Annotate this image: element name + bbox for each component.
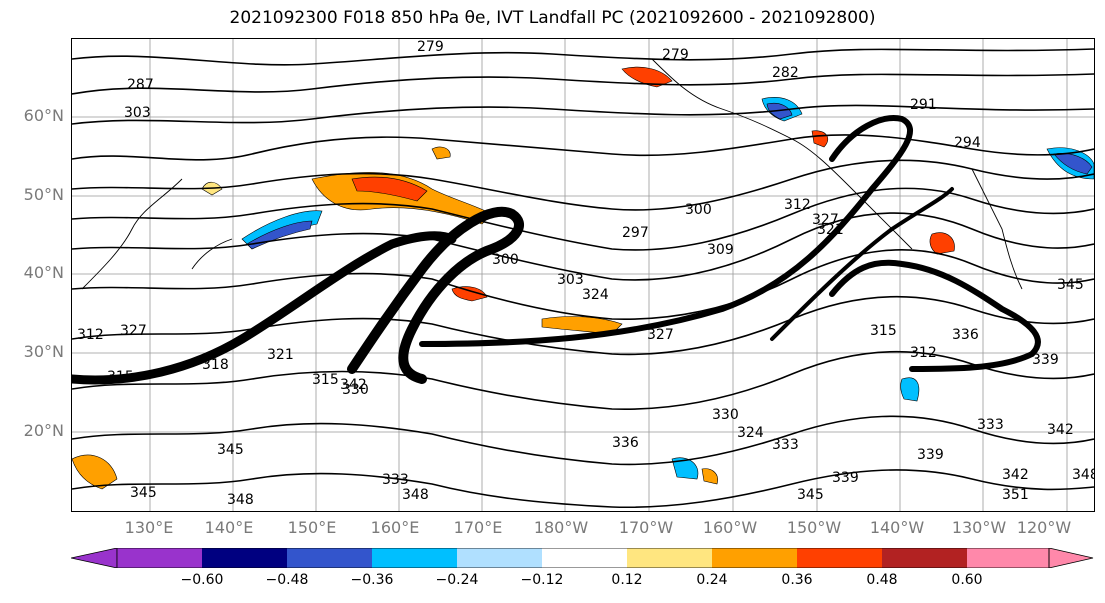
- lat-label-40n: 40°N: [23, 263, 64, 282]
- contour-label: 345: [797, 487, 824, 503]
- contour-label: 351: [1002, 487, 1029, 503]
- anomaly-shading: [72, 66, 1094, 490]
- colorbar: [70, 547, 1095, 572]
- colorbar-tick: 0.36: [781, 572, 813, 588]
- contour-label: 312: [77, 327, 104, 343]
- contour-label: 333: [977, 417, 1004, 433]
- colorbar-segment: [202, 548, 287, 568]
- contour-label: 303: [124, 105, 151, 121]
- lat-label-30n: 30°N: [23, 342, 64, 361]
- contour-label: 300: [685, 202, 712, 218]
- colorbar-tick: 0.48: [866, 572, 898, 588]
- colorbar-segment: [712, 548, 797, 568]
- colorbar-tick: −0.60: [180, 572, 224, 588]
- ivt-bands: [72, 115, 1041, 385]
- map-panel: 279 279 282 291 294 303 287 297 300 300 …: [71, 38, 1095, 512]
- contour-label: 327: [120, 323, 147, 339]
- contour-label: 324: [737, 425, 764, 441]
- contour-label: 309: [707, 242, 734, 258]
- colorbar-high-extension: [1048, 547, 1094, 569]
- contour-label: 312: [910, 345, 937, 361]
- colorbar-segment: [287, 548, 372, 568]
- colorbar-tick: −0.12: [520, 572, 564, 588]
- contour-label: 312: [784, 197, 811, 213]
- contour-label: 345: [217, 442, 244, 458]
- contour-label: 327: [812, 212, 839, 228]
- contour-label: 315: [870, 323, 897, 339]
- colorbar-segment: [117, 548, 202, 568]
- lon-label-150e: 150°E: [287, 518, 337, 537]
- contour-label: 333: [382, 472, 409, 488]
- lon-label-180w: 180°W: [533, 518, 589, 537]
- contour-label: 348: [227, 492, 254, 508]
- contour-label: 342: [1002, 467, 1029, 483]
- contour-label: 324: [582, 287, 609, 303]
- colorbar-tick: −0.48: [265, 572, 309, 588]
- contour-label: 339: [1032, 352, 1059, 368]
- lon-label-120w: 120°W: [1016, 518, 1072, 537]
- contour-label: 348: [1072, 467, 1094, 483]
- contour-label: 336: [612, 435, 639, 451]
- lat-label-50n: 50°N: [23, 185, 64, 204]
- contour-label: 330: [342, 382, 369, 398]
- lon-label-170w: 170°W: [618, 518, 674, 537]
- colorbar-segment: [542, 548, 627, 568]
- contour-label: 348: [402, 487, 429, 503]
- contour-label: 287: [127, 77, 154, 93]
- colorbar-segment: [627, 548, 712, 568]
- map-title: 2021092300 F018 850 hPa θe, IVT Landfall…: [229, 8, 876, 28]
- colorbar-tick: 0.12: [611, 572, 643, 588]
- colorbar-tick: −0.36: [350, 572, 394, 588]
- colorbar-segment: [797, 548, 882, 568]
- contour-label: 333: [772, 437, 799, 453]
- colorbar-tick: 0.60: [951, 572, 983, 588]
- contour-label: 345: [130, 485, 157, 501]
- contour-label: 330: [712, 407, 739, 423]
- lon-label-160e: 160°E: [370, 518, 420, 537]
- contour-label: 315: [312, 372, 339, 388]
- coastlines: [81, 58, 1023, 290]
- contour-label: 297: [622, 225, 649, 241]
- contour-label: 294: [954, 135, 981, 151]
- lon-label-150w: 150°W: [786, 518, 842, 537]
- colorbar-svg: [70, 547, 1094, 569]
- contour-label: 339: [917, 447, 944, 463]
- lon-label-140w: 140°W: [869, 518, 925, 537]
- contour-label: 321: [267, 347, 294, 363]
- colorbar-low-extension: [70, 547, 118, 569]
- contour-label: 303: [557, 272, 584, 288]
- contour-label: 336: [952, 327, 979, 343]
- lon-label-170e: 170°E: [453, 518, 503, 537]
- lon-label-140e: 140°E: [204, 518, 254, 537]
- contour-label: 282: [772, 65, 799, 81]
- lat-label-20n: 20°N: [23, 421, 64, 440]
- contour-label: 300: [492, 252, 519, 268]
- contour-label: 279: [417, 39, 444, 55]
- contour-label: 327: [647, 327, 674, 343]
- colorbar-segment: [372, 548, 457, 568]
- contour-label: 318: [202, 357, 229, 373]
- lat-label-60n: 60°N: [23, 106, 64, 125]
- lon-label-160w: 160°W: [702, 518, 758, 537]
- contour-label: 339: [832, 470, 859, 486]
- contour-label-group: 279 279 282 291 294 303 287 297 300 300 …: [77, 39, 1094, 508]
- colorbar-segment: [457, 548, 542, 568]
- contour-label: 345: [1057, 277, 1084, 293]
- contour-label: 315: [107, 369, 134, 385]
- contour-label: 342: [1047, 422, 1074, 438]
- colorbar-tick: 0.24: [696, 572, 728, 588]
- lon-label-130e: 130°E: [124, 518, 174, 537]
- map-canvas: 279 279 282 291 294 303 287 297 300 300 …: [72, 39, 1094, 511]
- contour-label: 279: [662, 47, 689, 63]
- colorbar-tick: −0.24: [435, 572, 479, 588]
- lon-label-130w: 130°W: [951, 518, 1007, 537]
- contour-label: 321: [817, 222, 844, 238]
- colorbar-segment: [882, 548, 967, 568]
- colorbar-segment: [967, 548, 1049, 568]
- contour-label: 342: [340, 377, 367, 393]
- contour-label: 291: [910, 97, 937, 113]
